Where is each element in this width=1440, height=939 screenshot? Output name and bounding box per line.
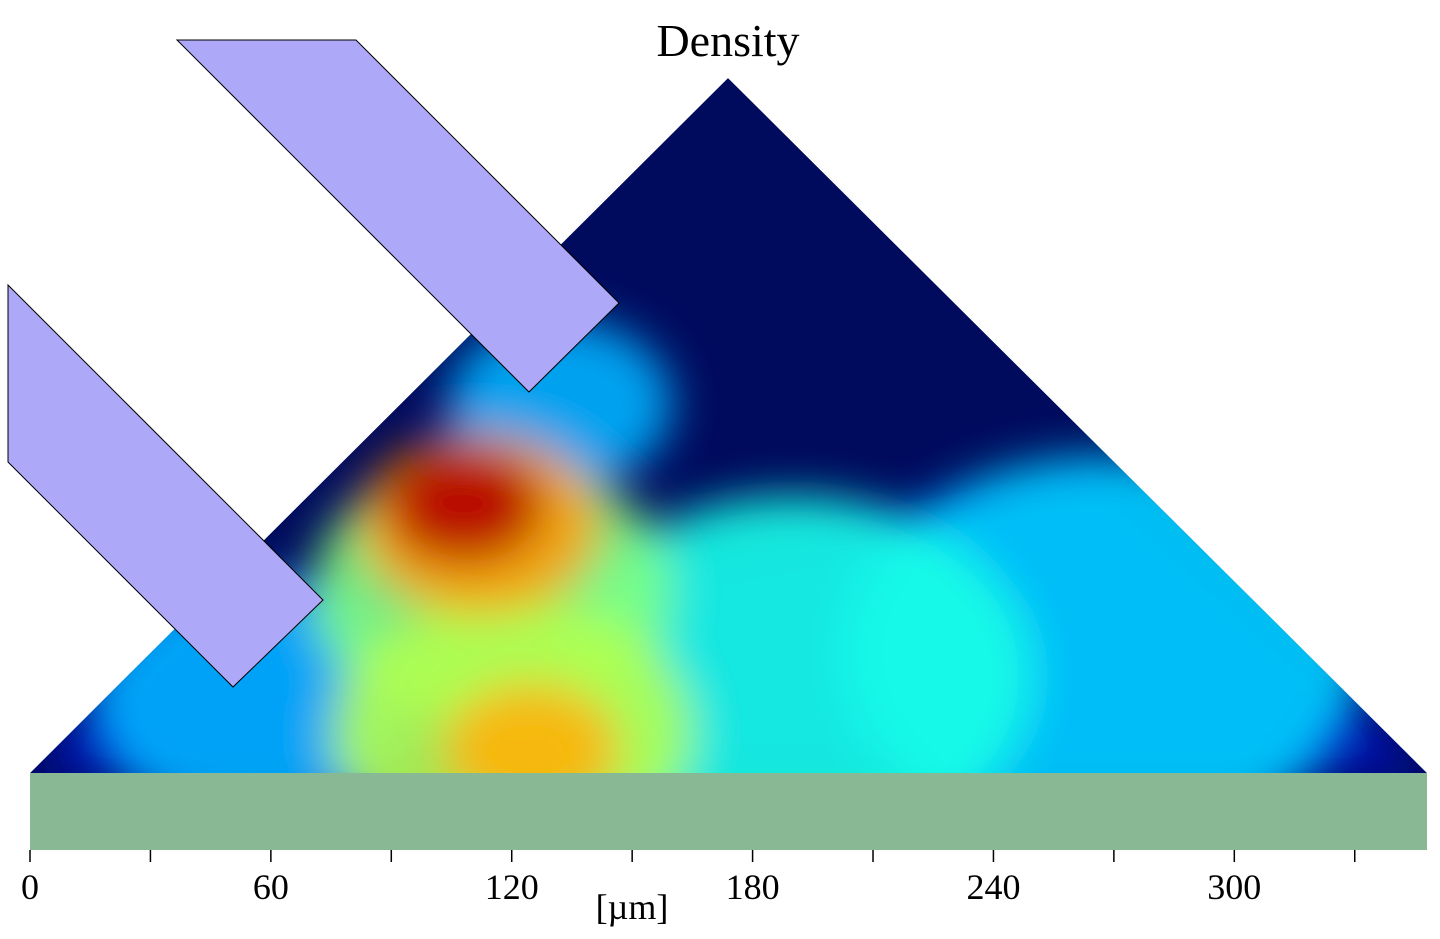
chart-title: Density — [656, 15, 799, 66]
substrate-bar — [30, 773, 1427, 850]
tick-label: 0 — [21, 867, 39, 907]
tick-label: 240 — [966, 867, 1020, 907]
density-hotspot — [443, 682, 621, 773]
x-axis: 0 60 120 180 240 300 — [21, 850, 1356, 907]
tick-label: 120 — [485, 867, 539, 907]
density-hotspot — [383, 443, 544, 565]
density-field — [30, 78, 1427, 773]
upper-obstacle — [175, 39, 620, 393]
tick-label: 300 — [1207, 867, 1261, 907]
lower-obstacle — [7, 283, 324, 688]
x-axis-label: [µm] — [596, 887, 669, 927]
tick-label: 180 — [726, 867, 780, 907]
tick-label: 60 — [253, 867, 289, 907]
